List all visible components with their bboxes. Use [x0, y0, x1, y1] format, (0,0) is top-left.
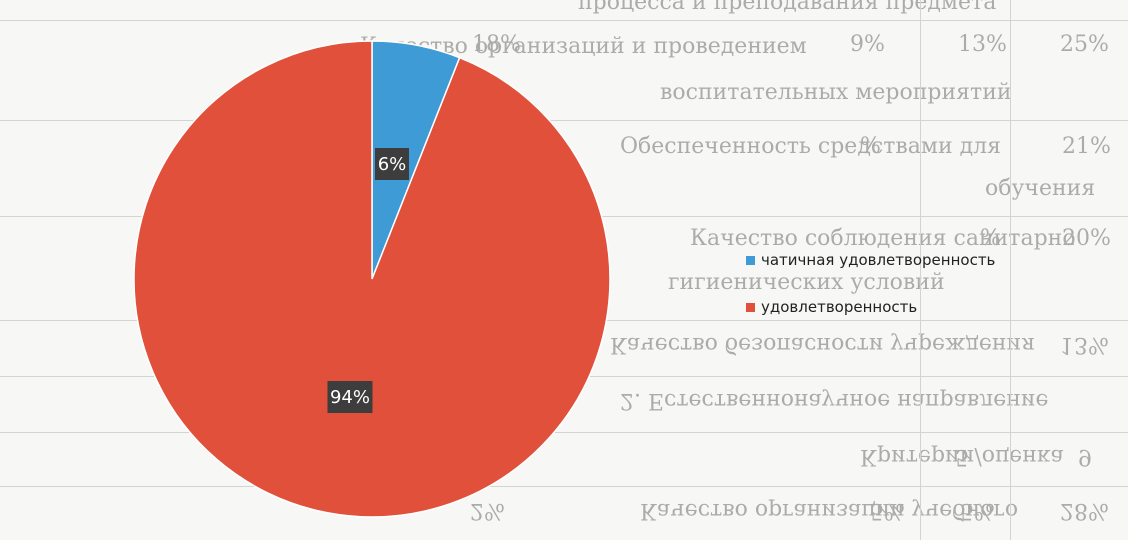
bg-val-1-3: 25% — [1060, 32, 1109, 57]
bg-val-3-1: 21% — [1062, 134, 1111, 159]
chart-legend: чатичная удовлетворенность удовлетворенн… — [746, 247, 995, 341]
bg-val-5-1: 20% — [1062, 226, 1111, 251]
bg-val-1-1: 9% — [850, 32, 885, 57]
bg-val-3-0: % — [860, 134, 881, 159]
bg-row: Критерии/оценка 5 9 — [0, 432, 1128, 487]
data-label-1: 94% — [330, 387, 370, 408]
bg-val-1-2: 13% — [958, 32, 1007, 57]
pie-slice-1 — [133, 40, 611, 518]
legend-item-satisfaction: удовлетворенность — [746, 294, 995, 320]
bg-line-0: процесса и преподавания предмета — [578, 0, 997, 15]
pie-slices — [133, 40, 611, 518]
legend-swatch-satisfaction — [746, 302, 755, 312]
legend-swatch-partial — [746, 255, 755, 265]
data-label-box-1 — [327, 381, 373, 413]
legend-label-partial: чатичная удовлетворенность — [761, 251, 996, 269]
legend-label-satisfaction: удовлетворенность — [761, 298, 918, 316]
bg-row: Качество соблюдения санитарно гигиеничес… — [0, 216, 1128, 321]
bg-row: Обеспеченность средствами для обучения %… — [0, 120, 1128, 217]
data-label-0: 6% — [378, 154, 407, 175]
legend-item-partial: чатичная удовлетворенность — [746, 247, 995, 273]
data-label-box-0 — [375, 148, 409, 180]
bg-val-5-0: % — [980, 226, 1001, 251]
bg-line-2: воспитательных мероприятий — [660, 80, 1012, 105]
bg-row: процесса и преподавания предмета — [0, 0, 1128, 21]
bg-line-3: Обеспеченность средствами для — [620, 134, 1002, 159]
bg-row: 2. Естественнонаучное направление — [0, 376, 1128, 433]
bg-line-5: Качество соблюдения санитарно — [690, 226, 1076, 251]
bg-val-1-0: 18% — [472, 32, 521, 57]
pie-labels: 6% 94% — [327, 148, 409, 413]
bg-line-4: обучения — [985, 176, 1096, 201]
bg-line-6: гигиенических условий — [668, 270, 945, 295]
